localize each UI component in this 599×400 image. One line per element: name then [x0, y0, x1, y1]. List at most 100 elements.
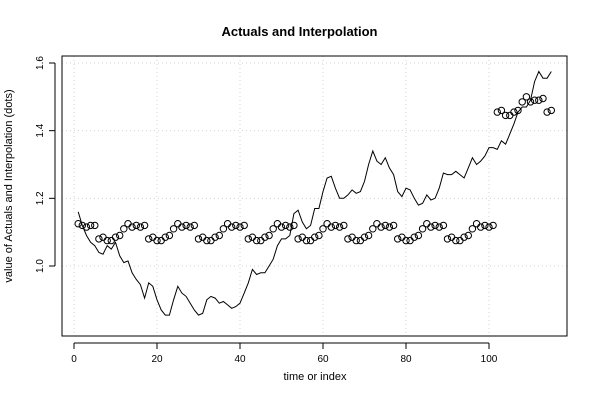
- interpolation-point: [111, 233, 120, 241]
- interpolation-point: [493, 108, 501, 116]
- interpolation-point: [165, 231, 174, 240]
- interpolation-point: [120, 225, 128, 233]
- plot-frame: [61, 55, 568, 337]
- interpolation-point: [510, 108, 518, 116]
- interpolation-point: [410, 233, 418, 241]
- interpolation-point: [203, 236, 211, 245]
- x-tick-label: 100: [481, 354, 498, 365]
- interpolation-point: [518, 98, 526, 106]
- interpolation-point: [286, 223, 294, 231]
- interpolation-point: [335, 223, 344, 231]
- interpolation-point: [140, 221, 149, 230]
- interpolation-point: [277, 223, 286, 231]
- actuals-line: [77, 70, 552, 316]
- interpolation-point: [344, 235, 352, 243]
- interpolation-point: [78, 221, 87, 230]
- interpolation-point: [539, 94, 547, 103]
- interpolation-point: [116, 231, 124, 240]
- y-axis-label: value of Actuals and Interpolation (dots…: [3, 89, 15, 282]
- interpolation-point: [194, 235, 203, 243]
- series-points: [74, 93, 555, 245]
- interpolation-point: [435, 223, 443, 231]
- interpolation-point: [327, 223, 335, 231]
- interpolation-point: [394, 235, 402, 243]
- interpolation-point: [389, 221, 398, 230]
- interpolation-point: [489, 221, 497, 230]
- interpolation-point: [302, 236, 311, 245]
- x-tick-label: 20: [151, 354, 163, 365]
- interpolation-point: [311, 233, 319, 241]
- interpolation-point: [161, 233, 170, 241]
- interpolation-point: [460, 233, 468, 241]
- interpolation-point: [269, 225, 277, 233]
- interpolation-point: [132, 221, 141, 230]
- grid: [62, 56, 567, 336]
- interpolation-point: [340, 221, 348, 230]
- interpolation-point: [219, 225, 228, 233]
- y-tick-label: 1.4: [35, 123, 46, 137]
- interpolation-point: [547, 106, 555, 115]
- interpolation-point: [381, 221, 389, 230]
- interpolation-point: [501, 111, 510, 120]
- interpolation-point: [186, 223, 194, 231]
- interpolation-point: [526, 98, 535, 106]
- x-tick-label: 0: [71, 354, 77, 365]
- interpolation-point: [385, 223, 394, 231]
- interpolation-point: [377, 223, 385, 231]
- interpolation-point: [153, 236, 161, 245]
- interpolation-point: [452, 236, 460, 245]
- interpolation-point: [522, 93, 531, 101]
- interpolation-point: [136, 223, 145, 231]
- interpolation-point: [402, 236, 410, 245]
- x-tick-label: 60: [317, 354, 329, 365]
- interpolation-point: [265, 231, 273, 240]
- interpolation-point: [468, 225, 477, 233]
- interpolation-point: [228, 223, 236, 231]
- axes: 0 20 40 60 80 100 1.0 1.2 1.4 1.6: [35, 56, 498, 365]
- interpolation-point: [543, 108, 551, 116]
- interpolation-point: [244, 235, 253, 243]
- interpolation-point: [215, 231, 224, 240]
- interpolation-point: [128, 223, 136, 231]
- interpolation-point: [169, 225, 178, 233]
- interpolation-point: [294, 235, 302, 243]
- interpolation-point: [190, 221, 199, 230]
- interpolation-point: [91, 221, 99, 230]
- interpolation-point: [252, 236, 261, 245]
- interpolation-point: [439, 221, 448, 230]
- interpolation-point: [240, 221, 248, 230]
- interpolation-point: [261, 233, 269, 241]
- series-line: [77, 70, 552, 316]
- x-tick-label: 80: [400, 354, 412, 365]
- interpolation-point: [364, 231, 373, 240]
- interpolation-point: [535, 96, 543, 104]
- interpolation-point: [211, 233, 219, 241]
- interpolation-point: [414, 231, 423, 240]
- interpolation-point: [530, 96, 539, 104]
- interpolation-point: [145, 235, 153, 243]
- interpolation-point: [103, 236, 111, 245]
- interpolation-point: [232, 221, 240, 230]
- interpolation-point: [319, 225, 327, 233]
- interpolation-point: [481, 221, 489, 230]
- interpolation-point: [427, 223, 435, 231]
- interpolation-point: [82, 223, 91, 231]
- interpolation-point: [236, 223, 244, 231]
- interpolation-point: [360, 233, 369, 241]
- interpolation-point: [485, 223, 493, 231]
- interpolation-point: [178, 223, 186, 231]
- interpolation-point: [182, 221, 190, 230]
- interpolation-point: [431, 221, 439, 230]
- interpolation-point: [74, 220, 82, 228]
- interpolation-point: [477, 223, 485, 231]
- interpolation-point: [443, 235, 452, 243]
- interpolation-point: [290, 221, 298, 230]
- interpolation-point: [514, 106, 522, 115]
- interpolation-point: [369, 225, 377, 233]
- interpolation-point: [464, 231, 472, 240]
- y-tick-label: 1.2: [35, 191, 46, 205]
- interpolation-point: [331, 221, 340, 230]
- interpolation-point: [95, 235, 103, 243]
- interpolation-point: [418, 225, 427, 233]
